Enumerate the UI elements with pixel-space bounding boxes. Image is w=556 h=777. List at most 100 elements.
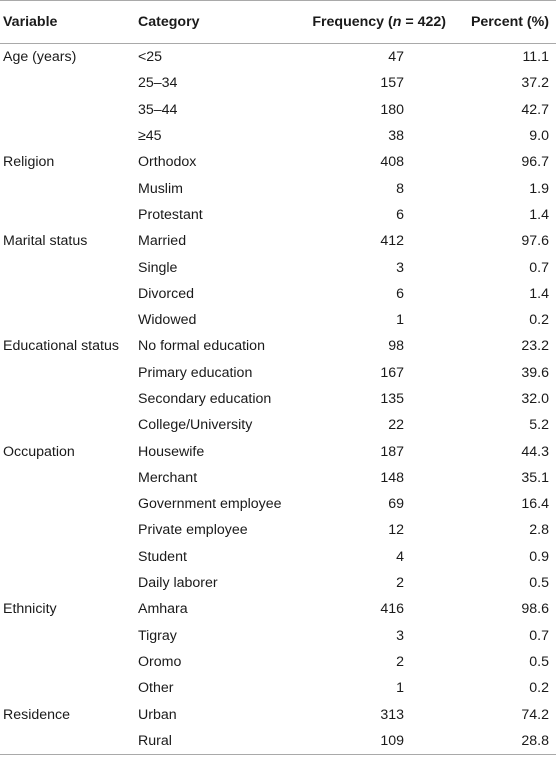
percent-cell: 0.2 — [529, 312, 549, 329]
category-cell: Married — [138, 233, 187, 250]
variable-cell-empty — [0, 254, 130, 280]
variable-cell: Occupation — [3, 443, 75, 460]
variable-cell-empty — [0, 544, 130, 570]
frequency-cell: 22 — [388, 417, 404, 434]
variable-cell-empty — [0, 649, 130, 675]
header-frequency-prefix: Frequency ( — [312, 14, 393, 30]
table-row: Daily laborer 2 0.5 — [0, 570, 556, 596]
header-percent: Percent (%) — [460, 0, 556, 44]
percent-cell: 9.0 — [529, 128, 549, 145]
variable-cell: Educational status — [3, 338, 119, 355]
category-cell: Other — [138, 680, 174, 697]
table-row: Tigray 3 0.7 — [0, 623, 556, 649]
category-cell: Housewife — [138, 443, 205, 460]
category-cell: Amhara — [138, 601, 188, 618]
table-row: Protestant 6 1.4 — [0, 202, 556, 228]
variable-cell-empty — [0, 202, 130, 228]
frequency-cell: 416 — [380, 601, 404, 618]
table-row: Student 4 0.9 — [0, 544, 556, 570]
frequency-cell: 3 — [396, 259, 404, 276]
category-cell: Rural — [130, 727, 298, 756]
category-cell: College/University — [138, 417, 253, 434]
variable-cell: Age (years) — [0, 43, 130, 71]
table-row: 25–34 157 37.2 — [0, 70, 556, 96]
variable-cell-empty — [0, 675, 130, 701]
percent-cell: 0.9 — [529, 548, 549, 565]
percent-cell: 1.4 — [529, 285, 549, 302]
table-row: College/University 22 5.2 — [0, 412, 556, 438]
table-row: Merchant 148 35.1 — [0, 465, 556, 491]
table-row: Educational status No formal education 98 2… — [0, 333, 556, 359]
percent-cell: 96.7 — [521, 154, 549, 171]
frequency-cell: 1 — [396, 312, 404, 329]
table-row: Age (years) <25 47 11.1 — [0, 43, 556, 71]
percent-cell: 32.0 — [521, 391, 549, 407]
percent-cell: 0.5 — [529, 575, 549, 592]
variable-cell-empty — [0, 307, 130, 333]
variable-cell-empty — [0, 97, 130, 123]
percent-cell: 0.7 — [529, 259, 549, 276]
demographics-table: Variable Category Frequency (n = 422) Pe… — [0, 0, 556, 756]
frequency-cell: 148 — [380, 469, 404, 486]
variable-cell-empty — [0, 623, 130, 649]
frequency-cell: 157 — [380, 75, 404, 92]
frequency-cell: 1 — [396, 680, 404, 697]
percent-cell: 97.6 — [521, 233, 549, 250]
category-cell: <25 — [130, 43, 298, 71]
frequency-cell: 6 — [396, 285, 404, 302]
percent-cell: 0.7 — [529, 627, 549, 644]
variable-cell-empty — [0, 70, 130, 96]
table-row: Private employee 12 2.8 — [0, 517, 556, 543]
frequency-cell: 109 — [298, 727, 460, 756]
category-cell: Widowed — [138, 312, 197, 329]
table-row: Ethnicity Amhara 416 98.6 — [0, 596, 556, 622]
category-cell: Muslim — [138, 180, 183, 197]
header-frequency: Frequency (n = 422) — [298, 0, 460, 44]
table-row: ≥45 38 9.0 — [0, 123, 556, 149]
frequency-cell: 2 — [396, 575, 404, 592]
table-row: Muslim 8 1.9 — [0, 175, 556, 201]
frequency-cell: 180 — [380, 101, 404, 118]
frequency-cell: 412 — [380, 233, 404, 250]
variable-cell-empty — [0, 360, 130, 386]
frequency-cell: 38 — [388, 128, 404, 145]
category-cell: No formal education — [138, 338, 265, 355]
percent-cell: 16.4 — [521, 496, 549, 513]
frequency-cell: 4 — [396, 548, 404, 565]
category-cell: Single — [138, 259, 178, 276]
table-row: Other 1 0.2 — [0, 675, 556, 701]
percent-cell: 1.9 — [529, 180, 549, 197]
category-cell: Protestant — [138, 206, 203, 223]
category-cell: Merchant — [138, 469, 198, 486]
percent-cell: 98.6 — [521, 601, 549, 618]
category-cell: Secondary education — [138, 391, 272, 407]
category-cell: Government employee — [138, 496, 282, 513]
variable-cell-empty — [0, 175, 130, 201]
variable-cell: Marital status — [3, 233, 88, 250]
frequency-cell: 47 — [298, 43, 460, 71]
table-row: Secondary education 135 32.0 — [0, 386, 556, 412]
category-cell: Private employee — [138, 522, 248, 539]
table-row: Widowed 1 0.2 — [0, 307, 556, 333]
table-row: Government employee 69 16.4 — [0, 491, 556, 517]
variable-cell-empty — [0, 491, 130, 517]
frequency-cell: 187 — [380, 443, 404, 460]
category-cell: Orthodox — [138, 154, 197, 171]
percent-cell: 23.2 — [521, 338, 549, 355]
variable-cell-empty — [0, 570, 130, 596]
category-cell: 35–44 — [138, 101, 178, 118]
variable-cell-empty — [0, 123, 130, 149]
category-cell: Divorced — [138, 285, 194, 302]
table-row: 35–44 180 42.7 — [0, 97, 556, 123]
percent-cell: 37.2 — [521, 75, 549, 92]
category-cell: Student — [138, 548, 187, 565]
header-variable: Variable — [0, 0, 130, 44]
category-cell: 25–34 — [138, 75, 178, 92]
header-row: Variable Category Frequency (n = 422) Pe… — [0, 0, 556, 44]
frequency-cell: 3 — [396, 627, 404, 644]
frequency-cell: 2 — [396, 653, 404, 670]
category-cell: Tigray — [138, 627, 177, 644]
frequency-cell: 98 — [388, 338, 404, 355]
variable-cell: Residence — [3, 706, 71, 723]
variable-cell: Ethnicity — [3, 601, 57, 618]
